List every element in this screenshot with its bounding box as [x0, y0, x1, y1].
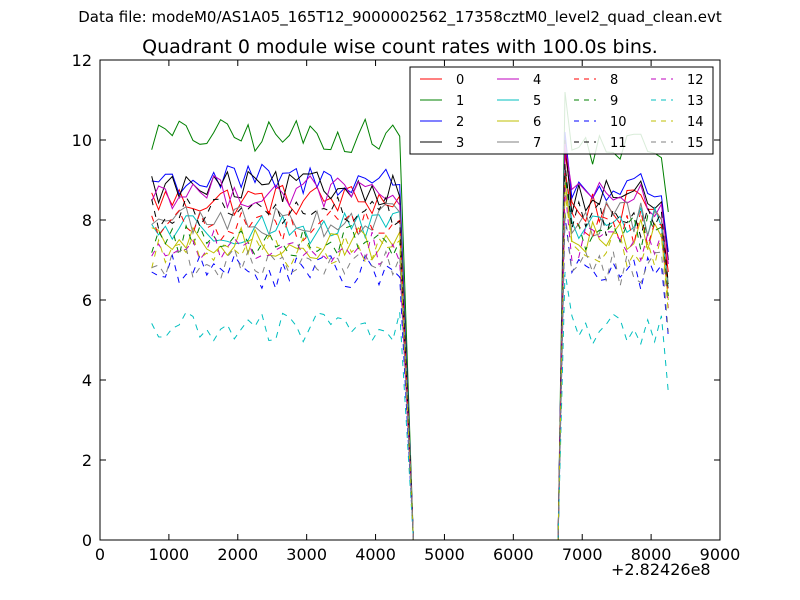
legend-box [409, 66, 714, 155]
legend-label-7: 7 [533, 136, 541, 151]
y-tick-label: 12 [72, 51, 92, 70]
chart-title: Quadrant 0 module wise count rates with … [142, 36, 658, 58]
legend-label-14: 14 [687, 115, 704, 130]
y-tick-label: 8 [82, 211, 92, 230]
x-tick-label: 5000 [424, 545, 465, 564]
legend-label-13: 13 [687, 94, 704, 109]
legend-label-15: 15 [687, 136, 704, 151]
x-tick-label: 3000 [286, 545, 327, 564]
legend-label-9: 9 [610, 94, 618, 109]
x-tick-label: 0 [95, 545, 105, 564]
legend-label-11: 11 [610, 136, 627, 151]
legend-label-12: 12 [687, 73, 704, 88]
series-line-8 [151, 171, 669, 541]
x-tick-label: 1000 [149, 545, 190, 564]
x-tick-label: 7000 [562, 545, 603, 564]
figure-suptitle: Data file: modeM0/AS1A05_165T12_90000025… [78, 8, 722, 26]
legend-label-0: 0 [456, 73, 464, 88]
x-axis-offset-label: +2.82426e8 [611, 560, 711, 579]
legend-label-3: 3 [456, 136, 464, 151]
x-tick-label: 9000 [700, 545, 741, 564]
legend-label-10: 10 [610, 115, 627, 130]
legend-label-2: 2 [456, 115, 464, 130]
x-tick-label: 8000 [631, 545, 672, 564]
y-tick-label: 2 [82, 451, 92, 470]
y-tick-label: 6 [82, 291, 92, 310]
legend-label-1: 1 [456, 94, 464, 109]
series-line-15 [151, 211, 669, 541]
x-tick-label: 2000 [217, 545, 258, 564]
legend-label-6: 6 [533, 115, 541, 130]
y-tick-label: 4 [82, 371, 92, 390]
x-tick-label: 6000 [493, 545, 534, 564]
series-line-12 [151, 187, 669, 541]
axis-ticks: 0 1000 2000 3000 4000 5000 6000 7000 8000 9000 0 2 4… [72, 51, 741, 564]
y-tick-label: 0 [82, 531, 92, 550]
x-tick-label: 4000 [355, 545, 396, 564]
y-tick-label: 10 [72, 131, 92, 150]
legend-label-8: 8 [610, 73, 618, 88]
legend-label-4: 4 [533, 73, 541, 88]
legend-label-5: 5 [533, 94, 541, 109]
